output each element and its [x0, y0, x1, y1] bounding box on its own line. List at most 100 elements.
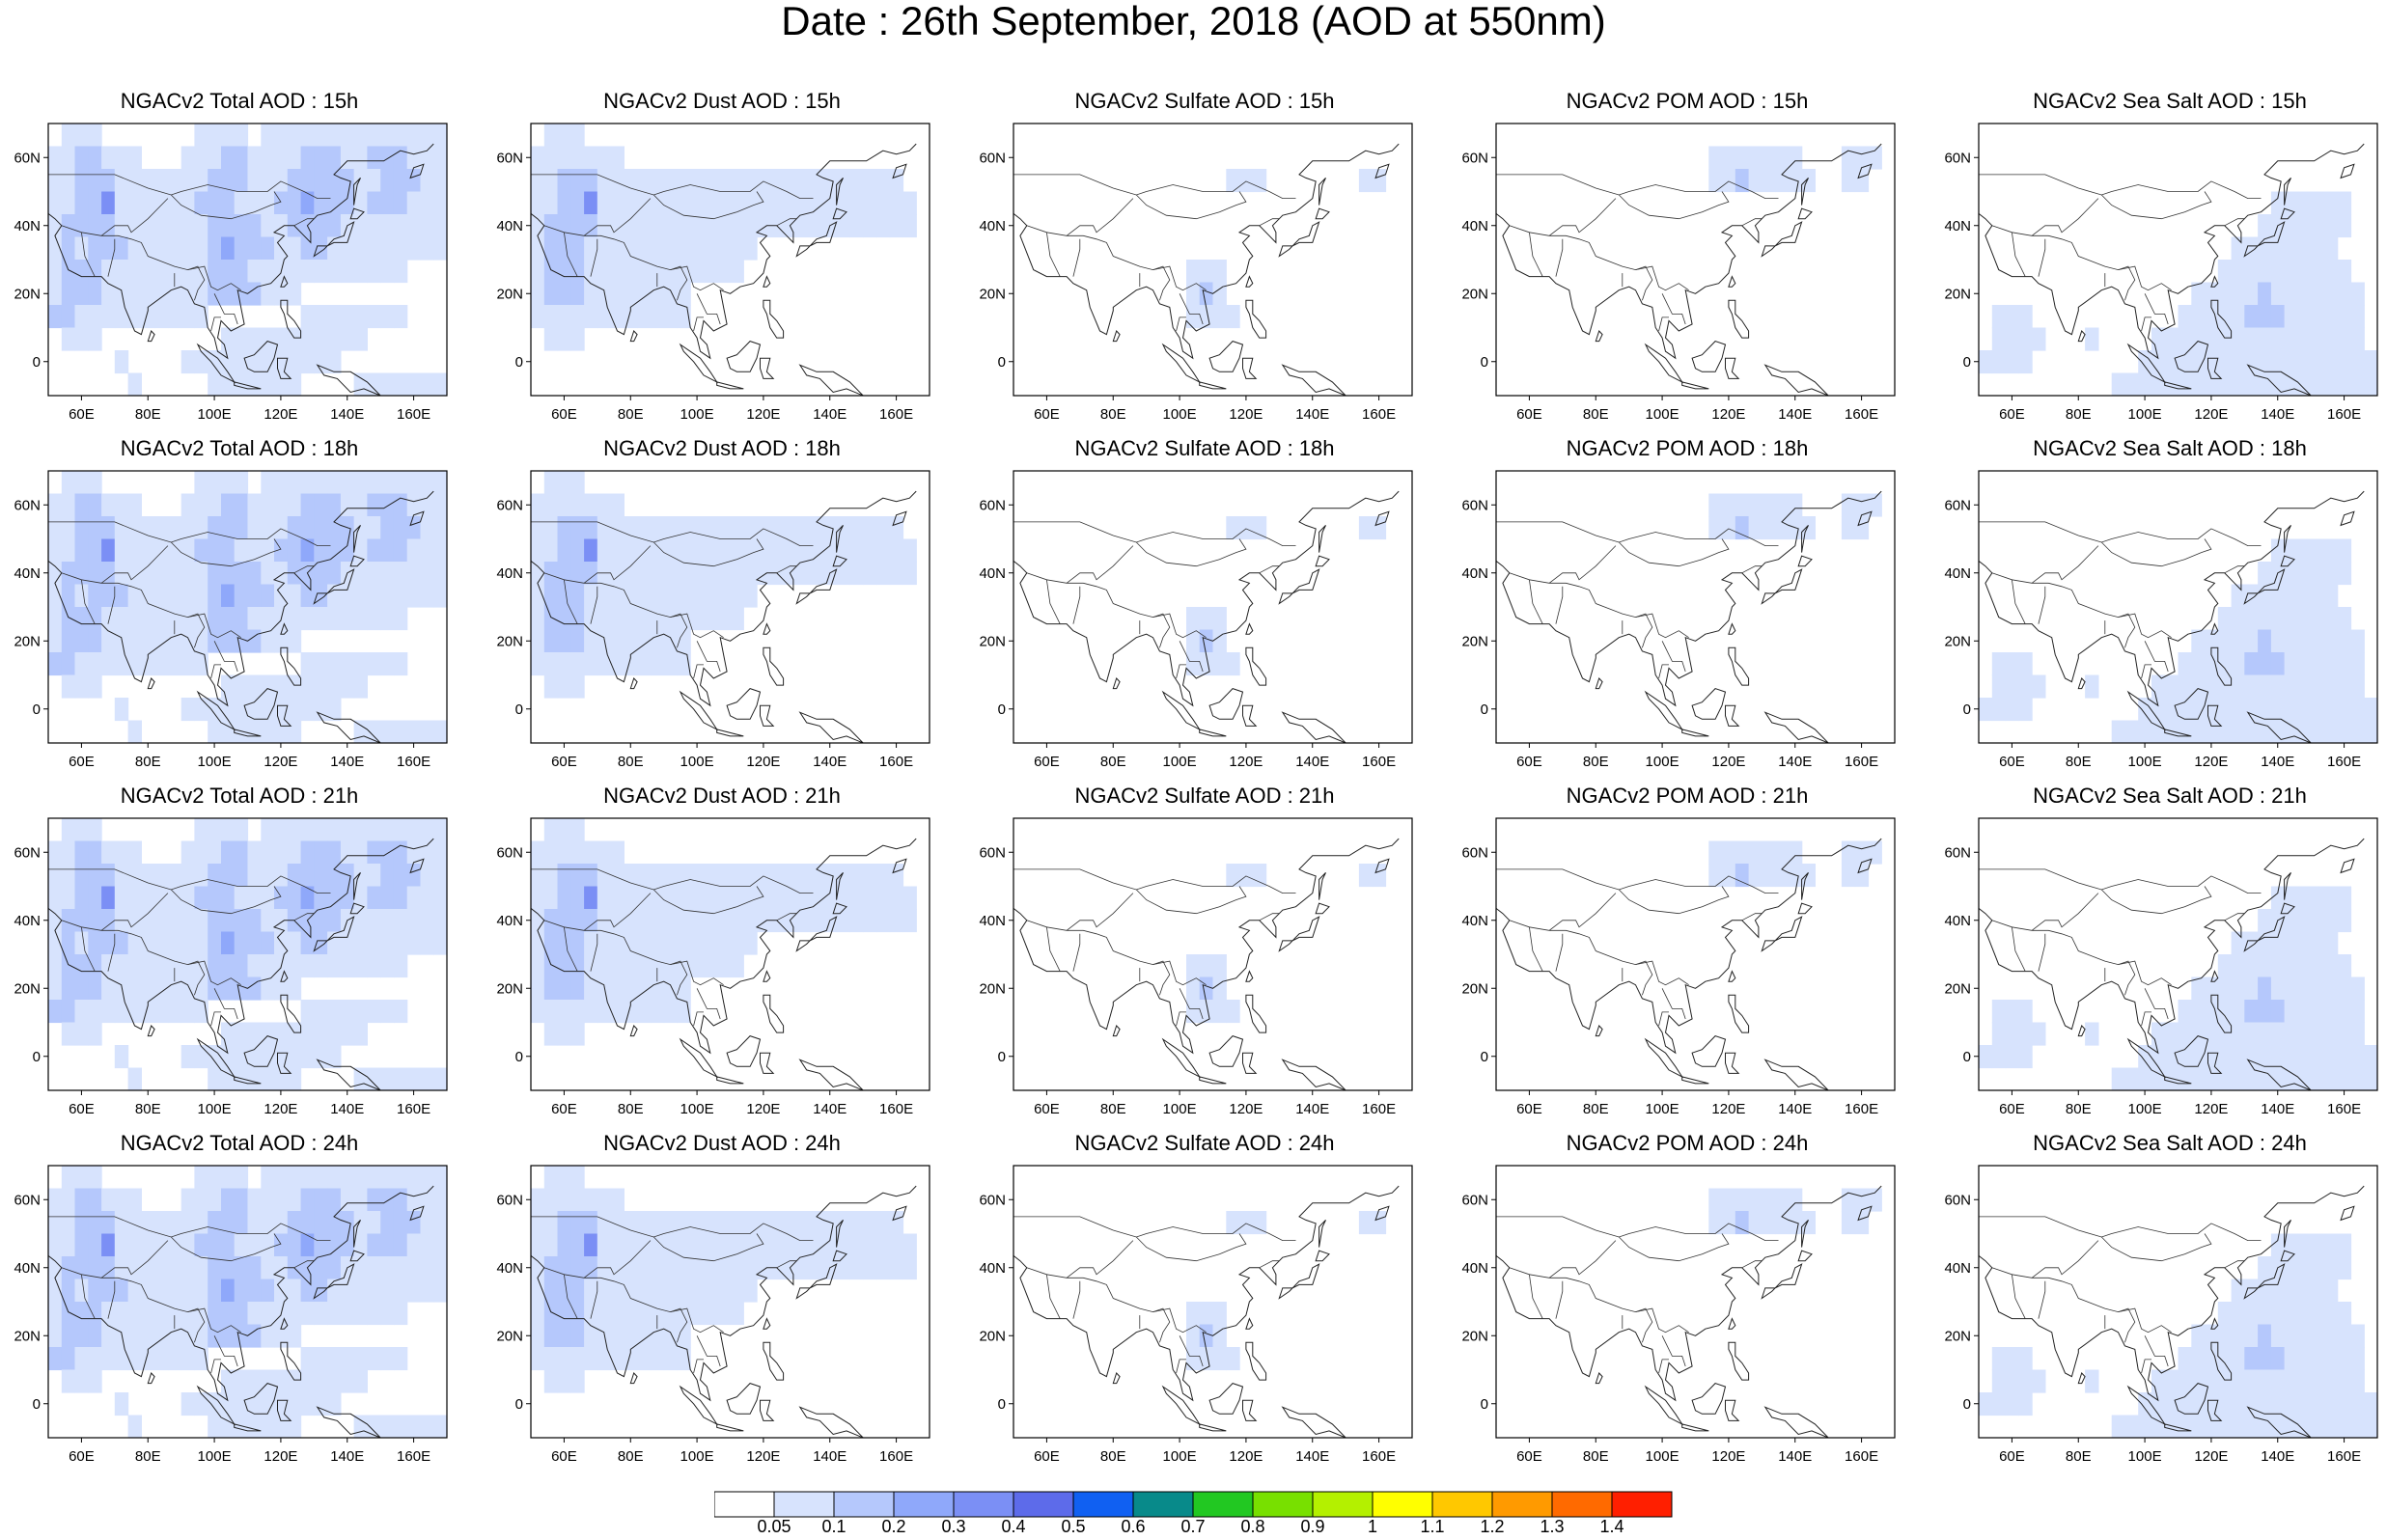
- country-border: [590, 238, 598, 277]
- country-border: [531, 521, 814, 546]
- aod-field: [531, 124, 917, 396]
- y-tick-label: 60N: [979, 1192, 1006, 1208]
- map-plot: 60N 40N 20N 0 60E 80E 100E 120E 140E 160E: [14, 470, 448, 770]
- panel-title: NGACv2 Sulfate AOD : 15h: [1074, 89, 1335, 113]
- island-outline: [1281, 1059, 1346, 1090]
- colorbar-swatch: [893, 1491, 955, 1518]
- map-panel-sulfate-21h: 60N 40N 20N 0 60E 80E 100E 120E 140E 160E NGACv2 S…: [965, 782, 1413, 1129]
- island-outline: [726, 1383, 762, 1415]
- country-border: [1176, 1011, 1186, 1027]
- x-tick-label: 80E: [135, 1448, 161, 1465]
- country-border: [61, 920, 241, 986]
- island-outline: [1801, 872, 1809, 900]
- map-plot: 60N 40N 20N 0 60E 80E 100E 120E 140E 160E: [979, 123, 1413, 423]
- country-border: [1529, 1274, 1543, 1319]
- island-outline: [2246, 711, 2312, 743]
- country-border: [213, 1335, 238, 1367]
- x-tick-label: 60E: [1034, 1448, 1060, 1465]
- country-border: [1026, 225, 1207, 291]
- island-outline: [1281, 711, 1346, 743]
- y-tick-label: 20N: [1461, 286, 1488, 302]
- country-border: [2031, 893, 2099, 931]
- island-outline: [1725, 1052, 1740, 1074]
- island-outline: [836, 872, 844, 900]
- country-border: [1741, 565, 1762, 574]
- country-border: [1152, 960, 1171, 996]
- island-outline: [147, 330, 155, 343]
- island-outline: [1199, 381, 1227, 390]
- island-outline: [1161, 690, 1202, 731]
- coastline: [531, 838, 917, 1055]
- island-outline: [679, 1385, 719, 1426]
- island-outline: [2246, 1059, 2312, 1090]
- y-tick-label: 40N: [979, 565, 1006, 582]
- x-tick-label: 140E: [2261, 1448, 2294, 1465]
- island-outline: [313, 221, 355, 258]
- y-tick-label: 20N: [979, 286, 1006, 302]
- island-outline: [349, 555, 365, 567]
- island-outline: [763, 1341, 785, 1381]
- y-tick-label: 0: [515, 1396, 523, 1413]
- y-tick-label: 60N: [979, 497, 1006, 513]
- country-border: [187, 960, 206, 996]
- x-tick-label: 80E: [135, 1101, 161, 1117]
- panel-title: NGACv2 Total AOD : 21h: [120, 784, 359, 808]
- island-outline: [629, 330, 638, 343]
- island-outline: [1245, 299, 1267, 339]
- y-tick-label: 20N: [979, 633, 1006, 649]
- island-outline: [1245, 994, 1267, 1033]
- island-outline: [1281, 364, 1346, 396]
- island-outline: [1691, 688, 1727, 720]
- x-tick-label: 80E: [618, 1101, 644, 1117]
- country-border: [293, 913, 315, 921]
- island-outline: [1728, 1341, 1750, 1381]
- x-tick-label: 100E: [1646, 1101, 1679, 1117]
- country-border: [1259, 1260, 1280, 1269]
- island-outline: [1681, 381, 1709, 390]
- x-tick-label: 80E: [1100, 1101, 1126, 1117]
- island-outline: [313, 1263, 355, 1300]
- island-outline: [1728, 299, 1750, 339]
- island-outline: [1797, 555, 1813, 567]
- aod-field: [531, 1166, 917, 1438]
- country-border: [2012, 232, 2026, 277]
- country-border: [1741, 218, 1762, 227]
- island-outline: [1242, 1052, 1258, 1074]
- plot-frame: [1013, 1165, 1413, 1439]
- country-border: [590, 933, 598, 972]
- x-tick-label: 140E: [2261, 1101, 2294, 1117]
- x-tick-label: 100E: [198, 406, 232, 423]
- x-tick-label: 100E: [680, 1101, 714, 1117]
- x-tick-label: 140E: [330, 1448, 364, 1465]
- colorbar-label: 0.9: [1300, 1517, 1324, 1533]
- country-border: [1979, 868, 2262, 894]
- colorbar-label: 1: [1368, 1517, 1377, 1533]
- plot-frame: [1013, 470, 1413, 744]
- country-border: [543, 225, 724, 291]
- island-outline: [2077, 1025, 2086, 1037]
- country-border: [1046, 926, 1061, 972]
- x-tick-label: 140E: [813, 1101, 847, 1117]
- country-border: [1548, 1240, 1617, 1279]
- aod-field: [1496, 1185, 1882, 1438]
- island-outline: [1691, 1383, 1727, 1415]
- island-outline: [1801, 1220, 1809, 1248]
- x-tick-label: 60E: [1516, 754, 1542, 770]
- x-tick-label: 160E: [1845, 406, 1878, 423]
- island-outline: [1315, 902, 1330, 915]
- y-tick-label: 0: [998, 701, 1006, 718]
- island-outline: [1112, 330, 1121, 343]
- island-outline: [316, 364, 381, 396]
- map-panel-dust-18h: 60N 40N 20N 0 60E 80E 100E 120E 140E 160E NGACv2 D…: [483, 434, 930, 782]
- country-border: [583, 893, 652, 931]
- country-border: [1991, 572, 2172, 639]
- island-outline: [2246, 1406, 2312, 1438]
- x-tick-label: 60E: [69, 754, 95, 770]
- country-border: [1066, 198, 1134, 236]
- y-tick-label: 20N: [14, 1328, 41, 1344]
- island-outline: [2210, 1317, 2219, 1330]
- x-tick-label: 140E: [1295, 754, 1329, 770]
- island-outline: [1112, 1372, 1121, 1385]
- y-tick-label: 20N: [1461, 980, 1488, 997]
- plot-frame: [1978, 123, 2378, 397]
